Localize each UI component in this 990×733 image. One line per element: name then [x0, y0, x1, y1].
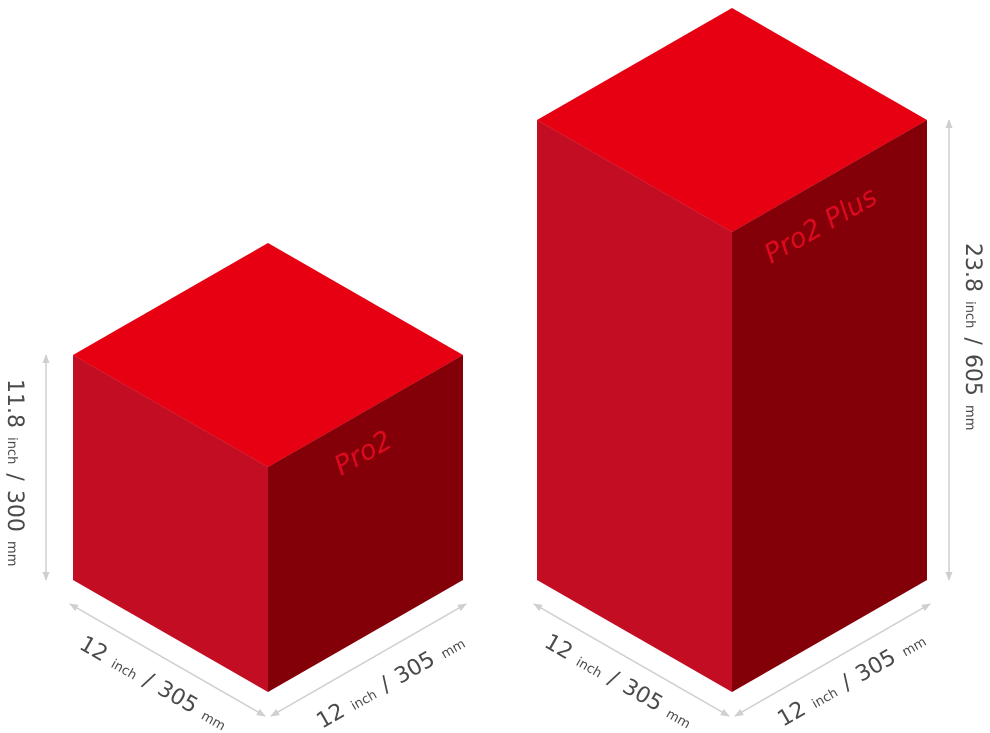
- double-headed-arrow-icon: [734, 603, 931, 717]
- pro2-plus-width-sep: /: [837, 670, 856, 696]
- box-pro2-plus-left-face: [537, 120, 732, 692]
- double-headed-arrow-icon: [533, 603, 730, 717]
- pro2-height-sep: /: [2, 473, 27, 481]
- pro2-plus-height-dimension: 23.8 inch / 605 mm: [945, 119, 985, 581]
- pro2-height-value2: 300: [2, 490, 27, 532]
- pro2-plus-depth-value2: 305: [618, 674, 667, 717]
- pro2-plus-height-label: 23.8 inch / 605 mm: [960, 243, 985, 430]
- pro2-width-unit2: mm: [439, 637, 468, 663]
- pro2-plus-depth-unit: inch: [573, 655, 604, 682]
- double-headed-arrow-icon: [69, 603, 266, 717]
- pro2-plus-height-value2: 605: [960, 354, 985, 396]
- pro2-width-value2: 305: [391, 647, 440, 690]
- box-pro2-plus-right-face: [732, 120, 927, 692]
- pro2-plus-height-value: 23.8: [960, 243, 985, 292]
- pro2-width-sep: /: [376, 672, 395, 698]
- pro2-height-label: 11.8 inch / 300 mm: [2, 379, 27, 566]
- pro2-height-dimension: 11.8 inch / 300 mm: [2, 354, 50, 581]
- pro2-height-unit: inch: [4, 437, 19, 464]
- pro2-plus-height-sep: /: [960, 337, 985, 345]
- pro2-height-value: 11.8: [2, 379, 27, 428]
- double-headed-arrow-icon: [270, 603, 467, 717]
- pro2-height-unit2: mm: [4, 541, 19, 566]
- pro2-depth-value2: 305: [153, 676, 202, 719]
- pro2-depth-unit2: mm: [198, 709, 227, 733]
- pro2-plus-width-value2: 305: [852, 645, 901, 688]
- pro2-plus-width-value: 12: [774, 697, 811, 733]
- pro2-plus-width-unit2: mm: [900, 635, 929, 661]
- pro2-depth-unit: inch: [108, 657, 139, 684]
- pro2-plus-depth-value: 12: [540, 630, 577, 666]
- pro2-depth-sep: /: [139, 668, 158, 694]
- pro2-width-unit: inch: [349, 687, 380, 714]
- box-pro2-plus: Pro2 Plus: [537, 8, 927, 692]
- pro2-plus-depth-sep: /: [604, 666, 623, 692]
- pro2-plus-height-unit2: mm: [962, 405, 977, 430]
- pro2-width-value: 12: [313, 699, 350, 733]
- box-pro2: Pro2: [73, 243, 463, 692]
- pro2-plus-width-unit: inch: [810, 685, 841, 712]
- pro2-depth-value: 12: [75, 632, 112, 668]
- pro2-plus-depth-unit2: mm: [663, 707, 692, 733]
- pro2-plus-height-unit: inch: [962, 301, 977, 328]
